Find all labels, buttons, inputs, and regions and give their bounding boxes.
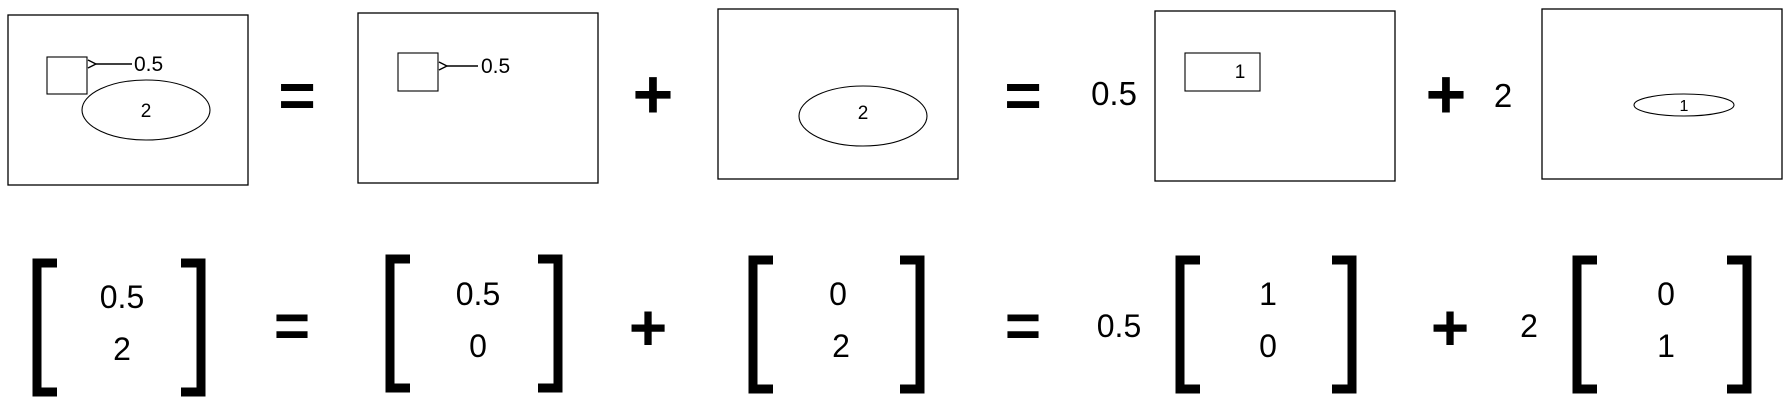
vector-top-entry: 0 (1657, 276, 1675, 312)
vector-unit-x: 1 0 (1175, 255, 1357, 394)
left-bracket (1175, 255, 1200, 394)
picture-frame (717, 8, 959, 180)
rectangle-shape (1184, 52, 1261, 92)
picture-frame (357, 12, 599, 184)
picture-combined: 0.5 2 (7, 14, 249, 186)
picture-unit-ellipse: 1 (1541, 8, 1783, 180)
vector-square-only: 0.5 0 (385, 254, 563, 393)
picture-frame (1154, 10, 1396, 182)
square-value-label: 0.5 (134, 53, 163, 76)
right-bracket (181, 258, 206, 397)
square-shape (46, 56, 88, 95)
ellipse-value-label: 2 (141, 101, 152, 122)
picture-frame (1541, 8, 1783, 180)
picture-ellipse-only: 2 (717, 8, 959, 180)
left-bracket (1572, 255, 1597, 394)
rect-value-label: 1 (1235, 62, 1246, 83)
ellipse-value-label: 1 (1680, 98, 1689, 115)
vector-combined: 0.5 2 (32, 258, 206, 397)
equals-sign: = (1004, 59, 1041, 131)
equals-sign: = (1005, 292, 1041, 361)
coefficient-label: 0.5 (1091, 75, 1137, 112)
vector-top-entry: 1 (1259, 276, 1277, 312)
vector-bottom-entry: 2 (832, 328, 850, 364)
picture-unit-square: 1 (1154, 10, 1396, 182)
coefficient-label: 2 (1494, 77, 1512, 114)
equals-sign: = (278, 59, 315, 131)
right-bracket (538, 254, 563, 393)
left-bracket (748, 255, 773, 394)
ellipse-shape (798, 85, 928, 147)
vector-bottom-entry: 0 (469, 328, 487, 364)
vector-bottom-entry: 0 (1259, 328, 1277, 364)
right-bracket (900, 255, 925, 394)
vector-top-entry: 0.5 (456, 276, 500, 312)
vector-bottom-entry: 2 (113, 331, 131, 367)
picture-square-only: 0.5 (357, 12, 599, 184)
left-bracket (32, 258, 57, 397)
ellipse-shape (81, 79, 211, 141)
plus-sign: + (633, 55, 674, 133)
vector-bottom-entry: 1 (1657, 328, 1675, 364)
vector-top-entry: 0.5 (100, 279, 144, 315)
equals-sign: = (274, 292, 310, 361)
square-shape (397, 52, 439, 92)
right-bracket (1332, 255, 1357, 394)
plus-sign: + (629, 290, 668, 364)
vector-unit-y: 0 1 (1572, 255, 1752, 394)
plus-sign: + (1431, 290, 1470, 364)
coefficient-label: 2 (1520, 308, 1538, 344)
vector-top-entry: 0 (829, 276, 847, 312)
ellipse-shape (1633, 93, 1735, 117)
right-bracket (1727, 255, 1752, 394)
picture-frame (7, 14, 249, 186)
plus-sign: + (1426, 55, 1467, 133)
left-bracket (385, 254, 410, 393)
square-value-label: 0.5 (481, 55, 510, 78)
coefficient-label: 0.5 (1097, 308, 1141, 344)
vector-ellipse-only: 0 2 (748, 255, 925, 394)
ellipse-value-label: 2 (858, 103, 869, 124)
